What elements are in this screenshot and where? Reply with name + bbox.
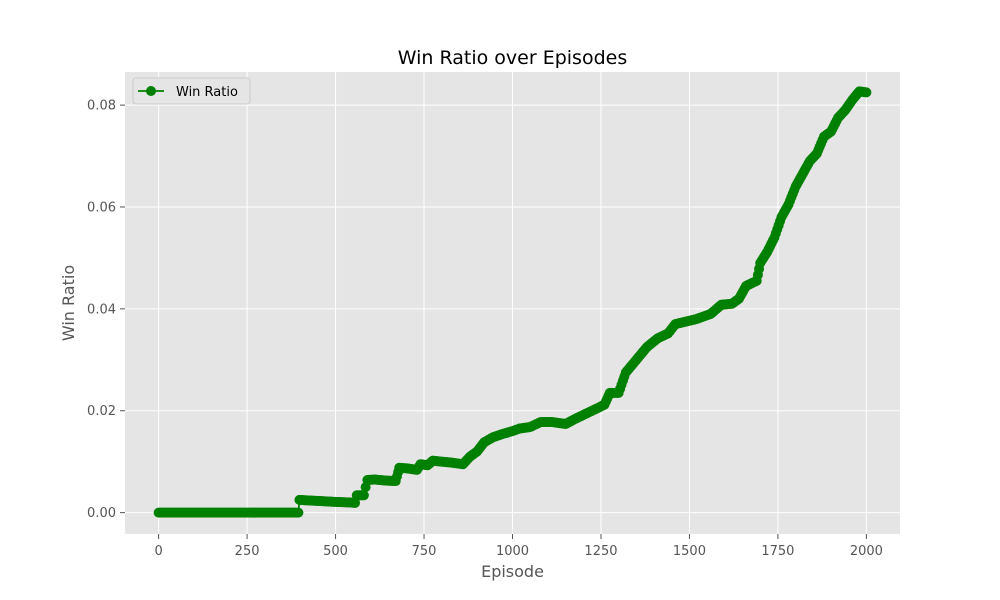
y-tick-label: 0.06 <box>87 200 116 215</box>
x-tick-label: 750 <box>412 544 437 559</box>
y-axis-ticks: 0.00 0.02 0.04 0.06 0.08 <box>87 99 125 521</box>
x-tick-label: 1000 <box>496 544 529 559</box>
grid-lines <box>125 72 900 534</box>
y-tick-label: 0.00 <box>87 506 116 521</box>
x-tick-label: 500 <box>323 544 348 559</box>
x-tick-label: 250 <box>235 544 260 559</box>
x-axis-ticks: 0 250 500 750 1000 1250 1500 1750 2000 <box>154 534 883 559</box>
legend-series-label: Win Ratio <box>176 85 238 100</box>
data-series <box>153 86 872 518</box>
x-tick-label: 1500 <box>673 544 706 559</box>
legend-series-marker <box>146 86 156 96</box>
y-tick-label: 0.04 <box>87 302 116 317</box>
data-point <box>293 507 304 518</box>
legend-box <box>132 77 251 105</box>
x-tick-label: 1750 <box>761 544 794 559</box>
data-point <box>861 87 872 98</box>
legend: Win Ratio <box>132 77 251 105</box>
x-tick-label: 2000 <box>850 544 883 559</box>
x-tick-label: 1250 <box>584 544 617 559</box>
chart-title: Win Ratio over Episodes <box>398 47 627 69</box>
data-point <box>358 490 369 501</box>
data-point <box>350 497 361 508</box>
y-tick-label: 0.02 <box>87 404 116 419</box>
y-tick-label: 0.08 <box>87 99 116 114</box>
x-tick-label: 0 <box>154 544 162 559</box>
y-axis-label: Win Ratio <box>59 265 78 341</box>
x-axis-label: Episode <box>481 562 544 581</box>
